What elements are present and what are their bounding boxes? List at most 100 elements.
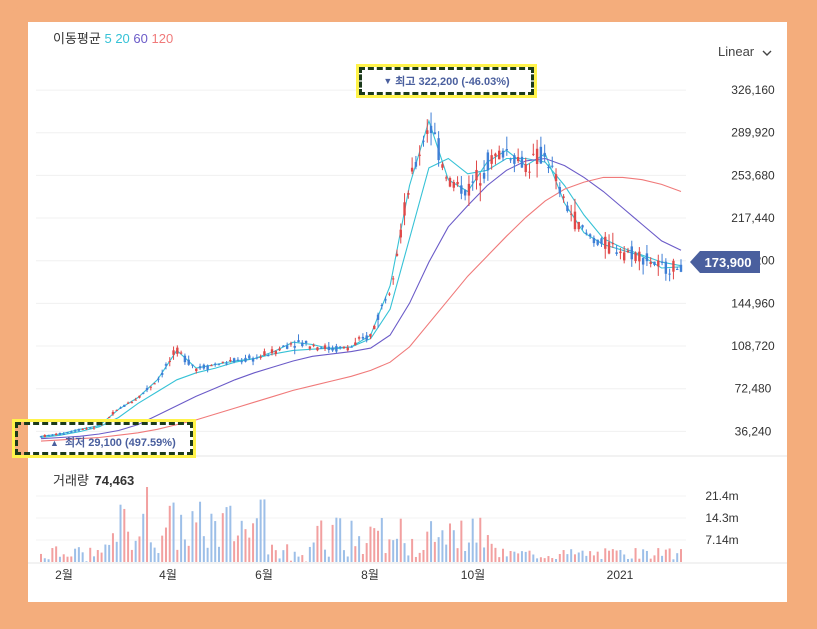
candle-body [342,346,346,348]
volume-bar [509,551,512,562]
volume-title: 거래량 [53,473,89,488]
volume-bar [384,553,387,562]
candle-body [335,346,338,352]
candle-body [308,346,312,349]
candle-body [486,152,490,171]
volume-bar [172,502,175,562]
candle-body [115,409,118,411]
volume-bar [293,551,296,562]
y-tick-label: 253,680 [731,168,775,182]
candle-body [289,343,293,345]
candle-body [320,347,323,349]
volume-bar [418,552,421,562]
candle-body [297,340,300,343]
candle-body [448,177,452,187]
volume-bar [520,551,523,562]
volume-bar [236,535,239,562]
volume-bar [142,513,145,562]
volume-bar [286,544,289,562]
volume-bar [479,517,482,562]
volume-bar [111,533,114,562]
candle-body [426,130,429,134]
candle-body [498,150,501,160]
candle-body [528,171,531,173]
candle-body [429,125,433,134]
volume-bar [407,555,410,562]
candle-body [679,264,683,272]
volume-bar [619,549,622,562]
ma-legend-5: 5 [104,31,112,46]
candle-body [240,361,243,363]
volume-bar [672,559,675,562]
candle-body [81,428,84,430]
candle-body [535,148,539,164]
volume-bar [456,548,459,562]
ma-line-20 [40,157,682,439]
volume-bar [539,557,542,562]
volume-bar [134,540,137,562]
volume-bar [93,556,96,562]
candle-body [282,345,285,347]
volume-bar [119,504,122,562]
candle-body [369,334,372,337]
candle-body [573,211,577,230]
volume-bar [74,548,77,562]
candle-body [668,273,671,275]
volume-bar [66,556,69,562]
candle-body [248,355,251,359]
candle-body [607,242,611,254]
volume-bar [161,535,164,562]
volume-bar [445,544,448,562]
volume-bar [657,548,660,562]
volume-bar [608,550,611,562]
candle-body [558,187,562,194]
candle-body [410,167,414,172]
volume-bar [327,556,330,562]
volume-bar [369,526,372,562]
volume-bar [339,518,342,562]
volume-bar [164,527,167,562]
volume-bar [210,513,213,562]
volume-bar [555,558,558,562]
candle-body [168,361,171,363]
candle-body [323,345,327,349]
volume-bar [623,554,626,562]
volume-bar [320,520,323,562]
volume-bar [350,520,353,562]
volume-bar [604,548,607,562]
volume-legend: 거래량 74,463 [53,470,134,489]
ma-legend-title: 이동평균 [53,31,101,46]
volume-bar [441,530,444,562]
candle-body [350,346,353,348]
volume-bar [255,518,258,562]
volume-bar [100,552,103,562]
volume-bar [40,553,42,562]
candle-body [361,336,365,339]
candle-body [217,364,221,366]
volume-bar [668,548,671,562]
volume-bar [183,539,186,562]
candle-body [445,177,448,179]
volume-bar [388,539,391,562]
scale-selector[interactable]: Linear [718,44,772,59]
volume-bar [43,558,46,562]
candle-body [619,251,622,254]
y-tick-label: 326,160 [731,83,775,97]
volume-bar [301,555,304,562]
price-chart[interactable]: 326,160289,920253,680217,440181,200144,9… [28,22,787,602]
candle-body [210,365,213,367]
candle-body [104,419,107,421]
chart-panel: 326,160289,920253,680217,440181,200144,9… [12,22,787,602]
low-annotation-label: 최저 29,100 (497.59%) [64,437,176,449]
volume-bar [153,547,156,562]
volume-bar [403,543,406,562]
candle-body [51,434,54,436]
candle-body [494,153,497,157]
volume-bar [494,547,497,562]
volume-bar [426,531,429,562]
volume-bar [187,545,190,562]
candle-body [418,154,421,156]
volume-value: 74,463 [94,473,135,488]
candle-body [471,181,474,183]
candle-body [62,433,65,435]
